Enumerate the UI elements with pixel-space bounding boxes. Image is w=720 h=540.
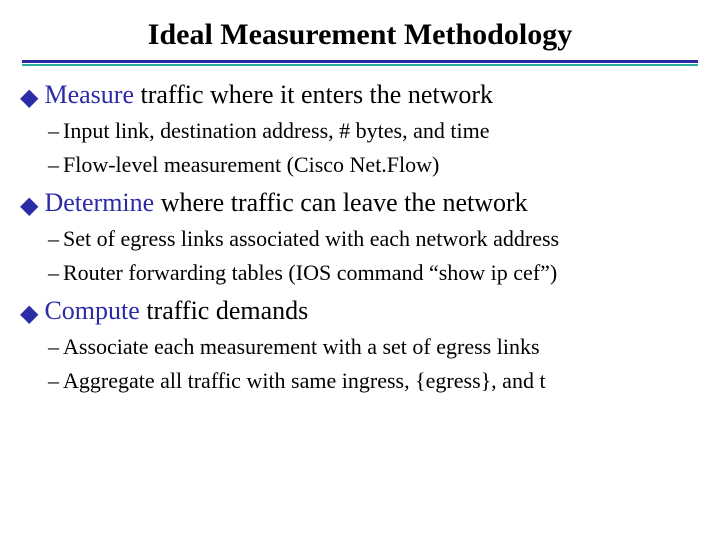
sub-bullet-text: Set of egress links associated with each… [63, 226, 559, 251]
sub-bullet-text: Associate each measurement with a set of… [63, 334, 540, 359]
main-bullet-rest: traffic demands [140, 296, 308, 325]
main-bullet-lead: Compute [44, 296, 139, 325]
dash-icon: – [48, 260, 59, 285]
dash-icon: – [48, 334, 59, 359]
diamond-bullet-icon: ◆ [20, 302, 38, 326]
sub-bullet: –Input link, destination address, # byte… [48, 118, 700, 144]
sub-bullet-text: Router forwarding tables (IOS command “s… [63, 260, 557, 285]
sub-bullet-text: Flow-level measurement (Cisco Net.Flow) [63, 152, 439, 177]
sub-bullet: –Aggregate all traffic with same ingress… [48, 368, 700, 394]
diamond-bullet-icon: ◆ [20, 194, 38, 218]
main-bullet-text: Measure traffic where it enters the netw… [44, 80, 493, 110]
slide-title: Ideal Measurement Methodology [18, 18, 702, 52]
main-bullet: ◆ Compute traffic demands [20, 296, 700, 326]
sub-bullet: –Router forwarding tables (IOS command “… [48, 260, 700, 286]
sub-bullet-text: Input link, destination address, # bytes… [63, 118, 490, 143]
dash-icon: – [48, 152, 59, 177]
title-rule [22, 60, 698, 66]
main-bullet-text: Determine where traffic can leave the ne… [44, 188, 527, 218]
main-bullet-rest: where traffic can leave the network [154, 188, 527, 217]
slide: Ideal Measurement Methodology ◆ Measure … [0, 0, 720, 540]
rule-secondary [22, 64, 698, 66]
sub-bullet: –Associate each measurement with a set o… [48, 334, 700, 360]
dash-icon: – [48, 118, 59, 143]
main-bullet: ◆ Measure traffic where it enters the ne… [20, 80, 700, 110]
bullet-block: ◆ Measure traffic where it enters the ne… [20, 80, 700, 178]
main-bullet-lead: Determine [44, 188, 154, 217]
bullet-block: ◆ Compute traffic demands –Associate eac… [20, 296, 700, 394]
dash-icon: – [48, 368, 59, 393]
main-bullet-text: Compute traffic demands [44, 296, 308, 326]
sub-bullet: –Flow-level measurement (Cisco Net.Flow) [48, 152, 700, 178]
main-bullet: ◆ Determine where traffic can leave the … [20, 188, 700, 218]
main-bullet-rest: traffic where it enters the network [134, 80, 493, 109]
bullet-block: ◆ Determine where traffic can leave the … [20, 188, 700, 286]
sub-bullet: –Set of egress links associated with eac… [48, 226, 700, 252]
main-bullet-lead: Measure [44, 80, 134, 109]
sub-bullet-text: Aggregate all traffic with same ingress,… [63, 368, 546, 393]
content: ◆ Measure traffic where it enters the ne… [18, 80, 702, 394]
diamond-bullet-icon: ◆ [20, 86, 38, 110]
rule-primary [22, 60, 698, 63]
dash-icon: – [48, 226, 59, 251]
